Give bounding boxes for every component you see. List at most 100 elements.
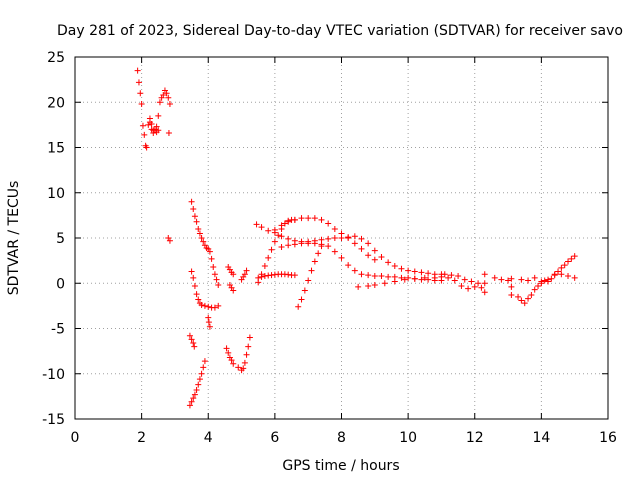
data-point	[531, 274, 538, 281]
data-point	[558, 264, 565, 271]
x-tick-label: 8	[337, 430, 346, 446]
data-point	[365, 272, 372, 279]
data-point	[311, 215, 318, 222]
data-point	[261, 263, 268, 270]
data-point	[190, 339, 197, 346]
data-point	[351, 267, 358, 274]
data-point	[355, 283, 362, 290]
data-point	[146, 119, 153, 126]
data-point	[230, 360, 237, 367]
data-point	[358, 245, 365, 252]
data-point	[325, 220, 332, 227]
data-point	[518, 297, 525, 304]
data-point	[206, 248, 213, 255]
data-point	[555, 268, 562, 275]
x-tick-label: 6	[270, 430, 279, 446]
data-point	[525, 295, 532, 302]
grid	[75, 57, 608, 419]
data-point	[498, 276, 505, 283]
data-point	[191, 213, 198, 220]
data-point	[465, 285, 472, 292]
series-spike-13	[508, 275, 515, 299]
series-descending	[188, 198, 222, 289]
data-point	[425, 276, 432, 283]
data-point	[325, 235, 332, 242]
data-point	[241, 359, 248, 366]
series-neg-column	[186, 358, 208, 409]
data-point	[137, 90, 144, 97]
data-point	[338, 230, 345, 237]
data-point	[243, 267, 250, 274]
x-tick-label: 2	[137, 430, 146, 446]
data-point	[235, 364, 242, 371]
y-tick-label: 10	[47, 186, 65, 202]
data-point	[405, 274, 412, 281]
data-point	[558, 271, 565, 278]
data-point	[531, 286, 538, 293]
data-point	[246, 334, 253, 341]
data-point	[291, 216, 298, 223]
data-point	[240, 365, 247, 372]
y-tick-label: 5	[56, 231, 65, 247]
data-point	[188, 268, 195, 275]
series-mid-b	[225, 263, 237, 278]
series-base-line	[355, 273, 445, 290]
data-point	[318, 216, 325, 223]
y-tick-label: -15	[42, 412, 65, 428]
data-point	[258, 273, 265, 280]
y-tick-label: 0	[56, 276, 65, 292]
data-point	[215, 302, 222, 309]
data-point	[191, 343, 198, 350]
data-point	[228, 357, 235, 364]
data-point	[196, 376, 203, 383]
data-point	[528, 292, 535, 299]
data-point	[245, 343, 252, 350]
data-point	[371, 273, 378, 280]
data-point	[190, 206, 197, 213]
data-point	[508, 275, 515, 282]
data-point	[135, 79, 142, 86]
data-point	[541, 277, 548, 284]
data-point	[391, 278, 398, 285]
data-point	[225, 349, 232, 356]
data-point	[461, 276, 468, 283]
data-point	[155, 112, 162, 119]
data-point	[425, 270, 432, 277]
data-point	[268, 246, 275, 253]
data-point	[196, 230, 203, 237]
y-tick-label: -10	[42, 367, 65, 383]
data-point	[538, 278, 545, 285]
data-point	[190, 274, 197, 281]
data-point	[155, 127, 162, 134]
data-point	[438, 273, 445, 280]
data-point	[188, 398, 195, 405]
series-mid-d	[235, 334, 253, 374]
data-point	[381, 280, 388, 287]
x-tick-label: 14	[532, 430, 550, 446]
data-point	[211, 271, 218, 278]
data-point	[448, 272, 455, 279]
data-point	[193, 218, 200, 225]
data-point	[230, 271, 237, 278]
data-point	[475, 280, 482, 287]
series-top-13-14	[518, 271, 578, 285]
data-point	[405, 267, 412, 274]
data-point	[365, 282, 372, 289]
series-lower-band	[278, 240, 445, 284]
data-point	[193, 291, 200, 298]
x-tick-label: 12	[466, 430, 484, 446]
data-point	[150, 130, 157, 137]
series-early-spike	[134, 67, 173, 151]
data-point	[515, 293, 522, 300]
x-axis-label: GPS time / hours	[282, 458, 399, 474]
data-point	[195, 225, 202, 232]
data-point	[431, 274, 438, 281]
data-point	[458, 282, 465, 289]
data-point	[365, 252, 372, 259]
data-point	[378, 273, 385, 280]
y-tick-label: 20	[47, 95, 65, 111]
series-dots-12-13	[491, 274, 512, 284]
data-point	[315, 250, 322, 257]
data-point	[548, 275, 555, 282]
axis-ticks: 0 2 4 6 8 10 12 14 16 -15 -10 -5 0 5 10 15 20 25	[42, 50, 617, 446]
